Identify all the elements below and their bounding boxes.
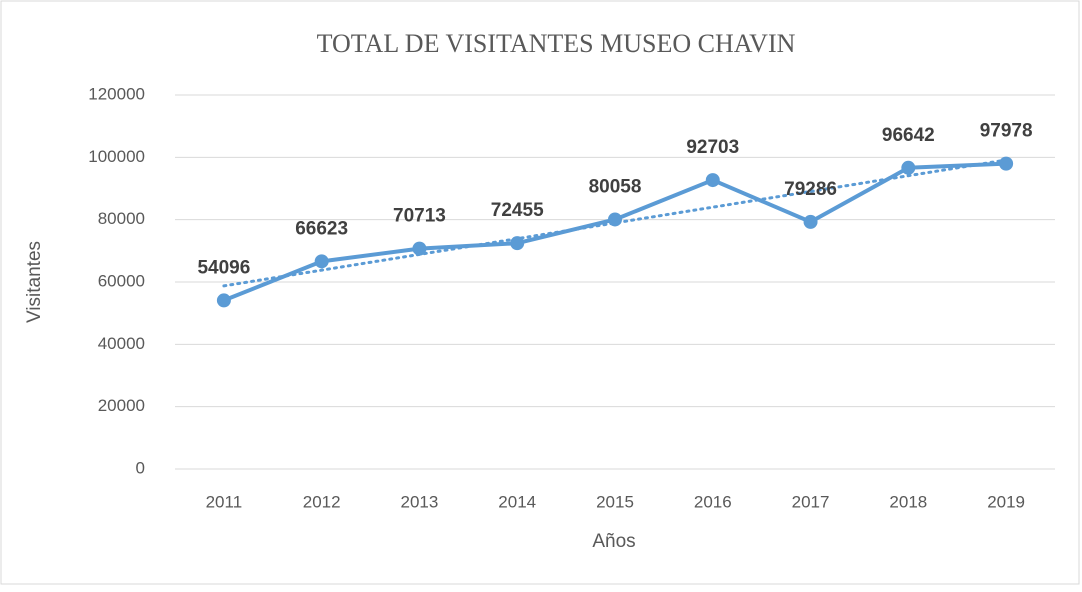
- marker: [705, 173, 720, 188]
- marker: [999, 156, 1014, 171]
- x-tick-label: 2012: [303, 492, 341, 511]
- marker: [803, 214, 818, 229]
- x-tick-label: 2019: [987, 492, 1025, 511]
- data-label: 72455: [491, 200, 544, 221]
- x-tick-label: 2014: [498, 492, 536, 511]
- data-label: 80058: [589, 177, 642, 198]
- chart-title: TOTAL DE VISITANTES MUSEO CHAVIN: [317, 29, 796, 58]
- trendline: [222, 158, 1008, 288]
- x-axis-label: Años: [592, 531, 635, 552]
- y-tick-label: 100000: [88, 147, 145, 166]
- y-axis-label: Visitantes: [24, 241, 45, 323]
- marker: [901, 160, 916, 175]
- x-tick-label: 2011: [206, 492, 243, 511]
- marker: [412, 241, 427, 256]
- data-label: 96642: [882, 125, 935, 146]
- y-tick-label: 80000: [98, 209, 145, 228]
- marker: [608, 212, 622, 227]
- data-label: 97978: [980, 121, 1033, 142]
- x-tick-label: 2015: [596, 492, 634, 511]
- x-tick-label: 2018: [889, 492, 927, 511]
- marker: [216, 293, 231, 308]
- data-label: 54096: [197, 257, 250, 278]
- y-tick-label: 20000: [98, 396, 145, 415]
- marker: [510, 236, 525, 251]
- marker: [314, 254, 329, 269]
- y-tick-label: 60000: [98, 271, 145, 290]
- x-tick-label: 2017: [792, 492, 830, 511]
- data-label: 79286: [784, 179, 837, 200]
- x-tick-label: 2013: [401, 492, 439, 511]
- data-label: 92703: [686, 137, 739, 158]
- data-label: 66623: [295, 218, 348, 239]
- y-tick-label: 40000: [98, 334, 145, 353]
- data-label: 70713: [393, 206, 446, 227]
- x-tick-label: 2016: [694, 492, 732, 511]
- y-tick-label: 120000: [88, 84, 145, 103]
- y-tick-label: 0: [136, 458, 145, 477]
